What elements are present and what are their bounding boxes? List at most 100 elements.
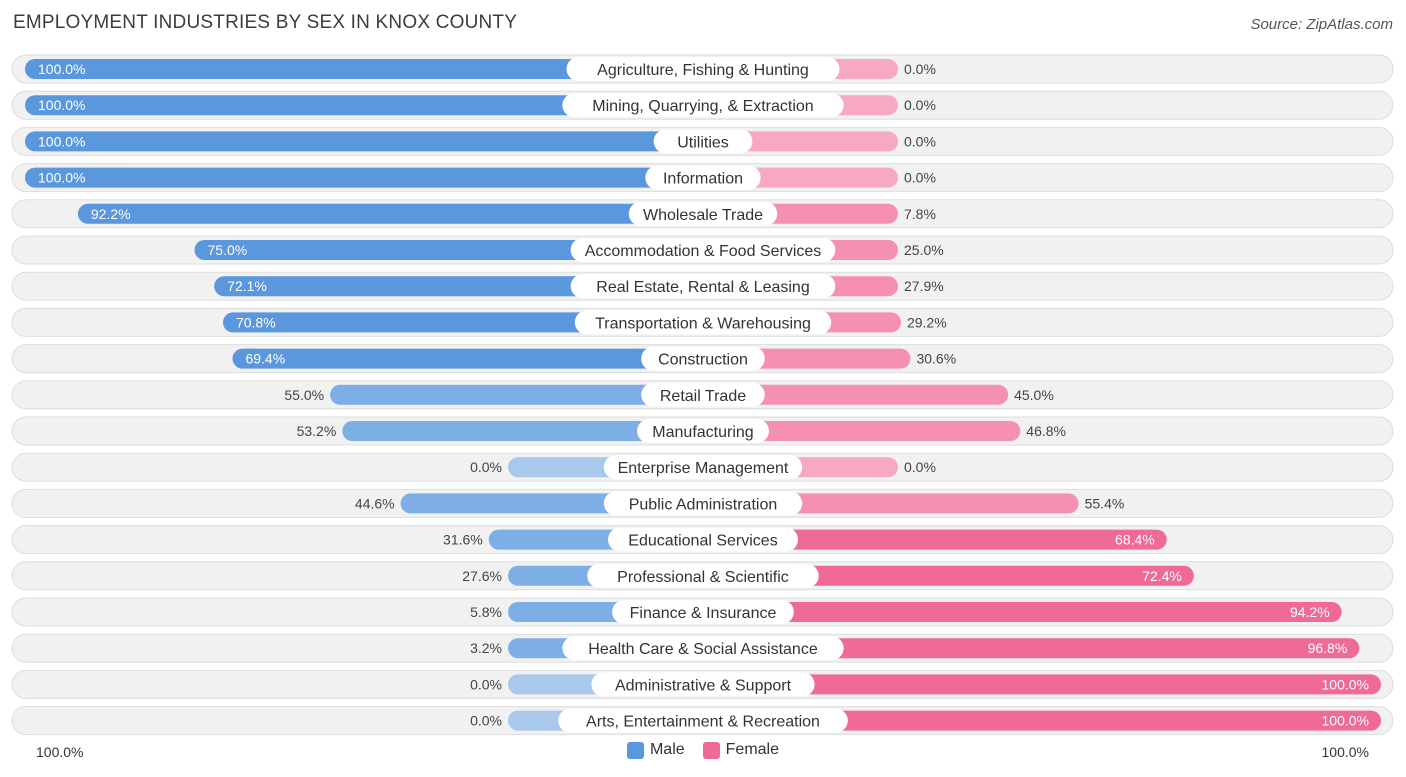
bar-female <box>703 710 1381 731</box>
category-label-background <box>558 708 848 733</box>
bar-female <box>703 602 1342 622</box>
category-label: Educational Services <box>628 533 777 550</box>
value-label-female: 0.0% <box>904 133 936 149</box>
chart-row: 69.4% 30.6% Construction <box>11 344 1394 374</box>
bar-male <box>25 131 703 152</box>
category-label-background <box>591 672 815 697</box>
value-label-female: 100.0% <box>1322 676 1369 692</box>
category-label: Enterprise Management <box>618 460 789 477</box>
category-label-background <box>641 382 765 407</box>
value-label-male: 55.0% <box>284 387 324 403</box>
value-label-male: 3.2% <box>470 640 502 656</box>
bar-male <box>342 421 703 441</box>
value-label-male: 5.8% <box>470 604 502 620</box>
bar-female <box>703 384 1009 405</box>
category-label-background <box>641 346 765 371</box>
bar-male <box>25 59 703 79</box>
chart-row: 100.0% 0.0% Information <box>11 163 1394 193</box>
category-label-background <box>566 57 840 81</box>
value-label-female: 55.4% <box>1085 495 1125 511</box>
bar-female <box>703 674 1381 695</box>
bar-female <box>703 131 898 152</box>
bar-female <box>703 421 1021 441</box>
category-label-background <box>587 563 819 588</box>
value-label-female: 0.0% <box>904 459 936 475</box>
category-label: Administrative & Support <box>615 677 792 694</box>
category-label-background <box>603 491 803 516</box>
category-label: Utilities <box>677 134 729 151</box>
legend-swatch-female <box>702 741 720 759</box>
value-label-female: 72.4% <box>1142 568 1182 584</box>
category-label: Arts, Entertainment & Recreation <box>586 714 820 731</box>
bar-female <box>703 638 1360 659</box>
value-label-male: 100.0% <box>38 61 85 77</box>
category-label-background <box>562 636 844 661</box>
axis-right-label: 100.0% <box>1321 744 1369 760</box>
value-label-male: 100.0% <box>38 97 85 113</box>
value-label-male: 69.4% <box>245 351 285 367</box>
bar-male <box>330 384 703 405</box>
chart-row: 92.2% 7.8% Wholesale Trade <box>11 199 1394 229</box>
category-label-background <box>603 455 803 480</box>
legend-item-male[interactable]: Male <box>626 741 685 759</box>
value-label-male: 100.0% <box>38 170 85 186</box>
value-label-female: 100.0% <box>1322 713 1369 729</box>
value-label-male: 100.0% <box>38 133 85 149</box>
value-label-female: 30.6% <box>916 351 956 367</box>
chart-area: 100.0% 0.0% Agriculture, Fishing & Hunting… <box>11 54 1394 736</box>
category-label: Health Care & Social Assistance <box>588 641 818 658</box>
category-label-background <box>628 201 778 226</box>
legend-item-female[interactable]: Female <box>702 741 779 759</box>
value-label-male: 44.6% <box>355 495 395 511</box>
chart-row: 55.0% 45.0% Retail Trade <box>11 380 1394 410</box>
bar-male <box>77 203 703 224</box>
category-label: Agriculture, Fishing & Hunting <box>597 62 809 79</box>
category-label: Mining, Quarrying, & Extraction <box>592 98 813 115</box>
category-label: Construction <box>658 352 748 369</box>
value-label-male: 75.0% <box>208 242 248 258</box>
legend-label-male: Male <box>649 741 685 758</box>
value-label-male: 92.2% <box>91 206 131 222</box>
chart-row: 27.6% 72.4% Professional & Scientific <box>11 561 1394 591</box>
category-label-background <box>562 93 844 118</box>
category-label: Professional & Scientific <box>617 569 789 586</box>
chart-row: 100.0% 0.0% Utilities <box>11 126 1394 156</box>
bar-male <box>25 167 703 188</box>
value-label-male: 72.1% <box>227 278 267 294</box>
category-label-background <box>574 310 832 335</box>
value-label-female: 46.8% <box>1026 423 1066 439</box>
category-label-background <box>645 165 761 190</box>
category-label: Accommodation & Food Services <box>585 243 822 260</box>
value-label-female: 45.0% <box>1014 387 1054 403</box>
value-label-male: 0.0% <box>470 676 502 692</box>
category-label: Transportation & Warehousing <box>595 315 811 332</box>
category-label-background <box>637 419 769 443</box>
value-label-male: 53.2% <box>297 423 337 439</box>
value-label-female: 29.2% <box>907 314 947 330</box>
value-label-male: 70.8% <box>236 314 276 330</box>
legend: Male Female <box>0 741 1406 759</box>
value-label-female: 27.9% <box>904 278 944 294</box>
category-label: Public Administration <box>629 496 778 513</box>
value-label-female: 7.8% <box>904 206 936 222</box>
chart-row: 75.0% 25.0% Accommodation & Food Services <box>11 235 1394 265</box>
category-label-background <box>570 238 836 262</box>
bar-male <box>25 95 703 116</box>
chart-row: 0.0% 100.0% Administrative & Support <box>11 669 1394 699</box>
chart-row: 72.1% 27.9% Real Estate, Rental & Leasing <box>11 271 1394 301</box>
category-label: Real Estate, Rental & Leasing <box>596 279 809 296</box>
category-label-background <box>653 129 753 154</box>
source-label: Source: ZipAtlas.com <box>1250 16 1393 33</box>
category-label: Information <box>663 171 743 188</box>
chart-row: 53.2% 46.8% Manufacturing <box>11 416 1394 446</box>
category-label-background <box>612 600 794 624</box>
axis-left-label: 100.0% <box>36 744 84 760</box>
category-label: Wholesale Trade <box>643 207 763 224</box>
bar-female <box>703 529 1167 550</box>
value-label-female: 25.0% <box>904 242 944 258</box>
value-label-female: 0.0% <box>904 170 936 186</box>
value-label-female: 94.2% <box>1290 604 1330 620</box>
category-label: Finance & Insurance <box>630 605 777 622</box>
category-label: Manufacturing <box>652 424 753 441</box>
chart-row: 31.6% 68.4% Educational Services <box>11 525 1394 555</box>
